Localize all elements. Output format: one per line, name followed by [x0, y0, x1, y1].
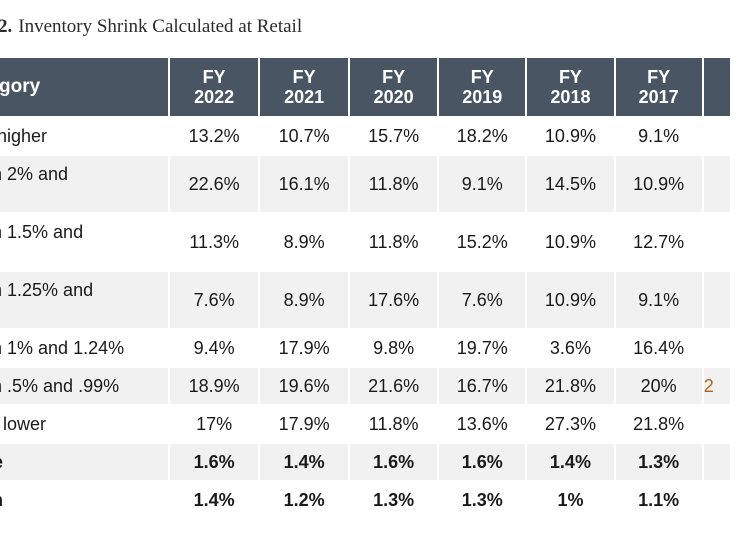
value-cell: 1.4%	[260, 442, 351, 480]
header-year: FY 2021	[260, 58, 351, 116]
cutoff-cell	[703, 480, 732, 518]
value-cell: 1.3%	[615, 442, 704, 480]
category-cell: en .5% and .99%	[0, 366, 171, 404]
value-cell: 10.9%	[615, 154, 704, 212]
value-cell: 16.1%	[260, 154, 351, 212]
value-cell: 1.2%	[260, 480, 351, 518]
header-year: FY 2018	[527, 58, 616, 116]
value-cell: 11.3%	[170, 212, 261, 270]
value-cell: 10.9%	[527, 270, 616, 328]
category-cell: an	[0, 480, 171, 518]
header-row: gory FY 2022 FY 2021 FY 2020 FY 2019 FY 2018 …	[0, 58, 732, 116]
value-cell: 10.7%	[260, 116, 351, 154]
value-cell: 21.8%	[615, 404, 704, 442]
value-cell: 16.4%	[615, 328, 704, 366]
cutoff-cell	[703, 154, 732, 212]
value-cell: 10.9%	[527, 116, 616, 154]
value-cell: 13.6%	[439, 404, 528, 442]
value-cell: 15.7%	[350, 116, 440, 154]
value-cell: 9.1%	[615, 116, 704, 154]
category-cell: d higher	[0, 116, 171, 154]
cutoff-cell	[703, 270, 732, 328]
value-cell: 21.8%	[527, 366, 616, 404]
value-cell: 22.6%	[170, 154, 261, 212]
category-cell: en 1% and 1.24%	[0, 328, 171, 366]
value-cell: 1.6%	[439, 442, 528, 480]
value-cell: 15.2%	[439, 212, 528, 270]
value-cell: 1.6%	[170, 442, 261, 480]
value-cell: 9.8%	[350, 328, 440, 366]
value-cell: 17%	[170, 404, 261, 442]
value-cell: 1.4%	[170, 480, 261, 518]
value-cell: 27.3%	[527, 404, 616, 442]
cutoff-cell	[703, 212, 732, 270]
value-cell: 19.7%	[439, 328, 528, 366]
value-cell: 18.9%	[170, 366, 261, 404]
value-cell: 11.8%	[350, 212, 440, 270]
cutoff-cell: 2	[703, 366, 732, 404]
value-cell: 9.1%	[439, 154, 528, 212]
header-year: FY 2022	[170, 58, 261, 116]
value-cell: 16.7%	[439, 366, 528, 404]
value-cell: 10.9%	[527, 212, 616, 270]
value-cell: 12.7%	[615, 212, 704, 270]
value-cell: 11.8%	[350, 404, 440, 442]
value-cell: 21.6%	[350, 366, 440, 404]
category-cell: ge	[0, 442, 171, 480]
value-cell: 1.4%	[527, 442, 616, 480]
cutoff-cell	[703, 442, 732, 480]
table-row: en 1% and 1.24%9.4%17.9%9.8%19.7%3.6%16.…	[0, 328, 732, 366]
value-cell: 8.9%	[260, 212, 351, 270]
category-cell: en 2% and	[0, 154, 171, 212]
cutoff-cell	[703, 328, 732, 366]
table-row: ge1.6%1.4%1.6%1.6%1.4%1.3%	[0, 442, 732, 480]
table-caption: 2. Inventory Shrink Calculated at Retail	[0, 16, 302, 38]
value-cell: 20%	[615, 366, 704, 404]
category-cell: or lower	[0, 404, 171, 442]
value-cell: 7.6%	[170, 270, 261, 328]
value-cell: 14.5%	[527, 154, 616, 212]
value-cell: 1.1%	[615, 480, 704, 518]
value-cell: 11.8%	[350, 154, 440, 212]
table-title: Inventory Shrink Calculated at Retail	[18, 16, 303, 37]
category-cell: en 1.25% and	[0, 270, 171, 328]
cutoff-cell	[703, 116, 732, 154]
value-cell: 9.1%	[615, 270, 704, 328]
value-cell: 9.4%	[170, 328, 261, 366]
header-year: FY 2020	[350, 58, 440, 116]
value-cell: 18.2%	[439, 116, 528, 154]
category-cell: en 1.5% and	[0, 212, 171, 270]
value-cell: 8.9%	[260, 270, 351, 328]
value-cell: 7.6%	[439, 270, 528, 328]
value-cell: 19.6%	[260, 366, 351, 404]
value-cell: 1%	[527, 480, 616, 518]
header-year: FY 2017	[615, 58, 704, 116]
value-cell: 1.6%	[350, 442, 440, 480]
header-year-cutoff	[703, 58, 732, 116]
value-cell: 17.9%	[260, 404, 351, 442]
value-cell: 1.3%	[439, 480, 528, 518]
value-cell: 13.2%	[170, 116, 261, 154]
value-cell: 1.3%	[350, 480, 440, 518]
value-cell: 17.9%	[260, 328, 351, 366]
value-cell: 17.6%	[350, 270, 440, 328]
table-row: an1.4%1.2%1.3%1.3%1%1.1%	[0, 480, 732, 518]
table-number: 2.	[0, 16, 13, 37]
cutoff-cell	[703, 404, 732, 442]
header-category: gory	[0, 58, 171, 116]
value-cell: 3.6%	[527, 328, 616, 366]
shrink-table: gory FY 2022 FY 2021 FY 2020 FY 2019 FY 2018 …	[0, 58, 732, 518]
header-year: FY 2019	[439, 58, 528, 116]
table-row: en .5% and .99%18.9%19.6%21.6%16.7%21.8%…	[0, 366, 732, 404]
